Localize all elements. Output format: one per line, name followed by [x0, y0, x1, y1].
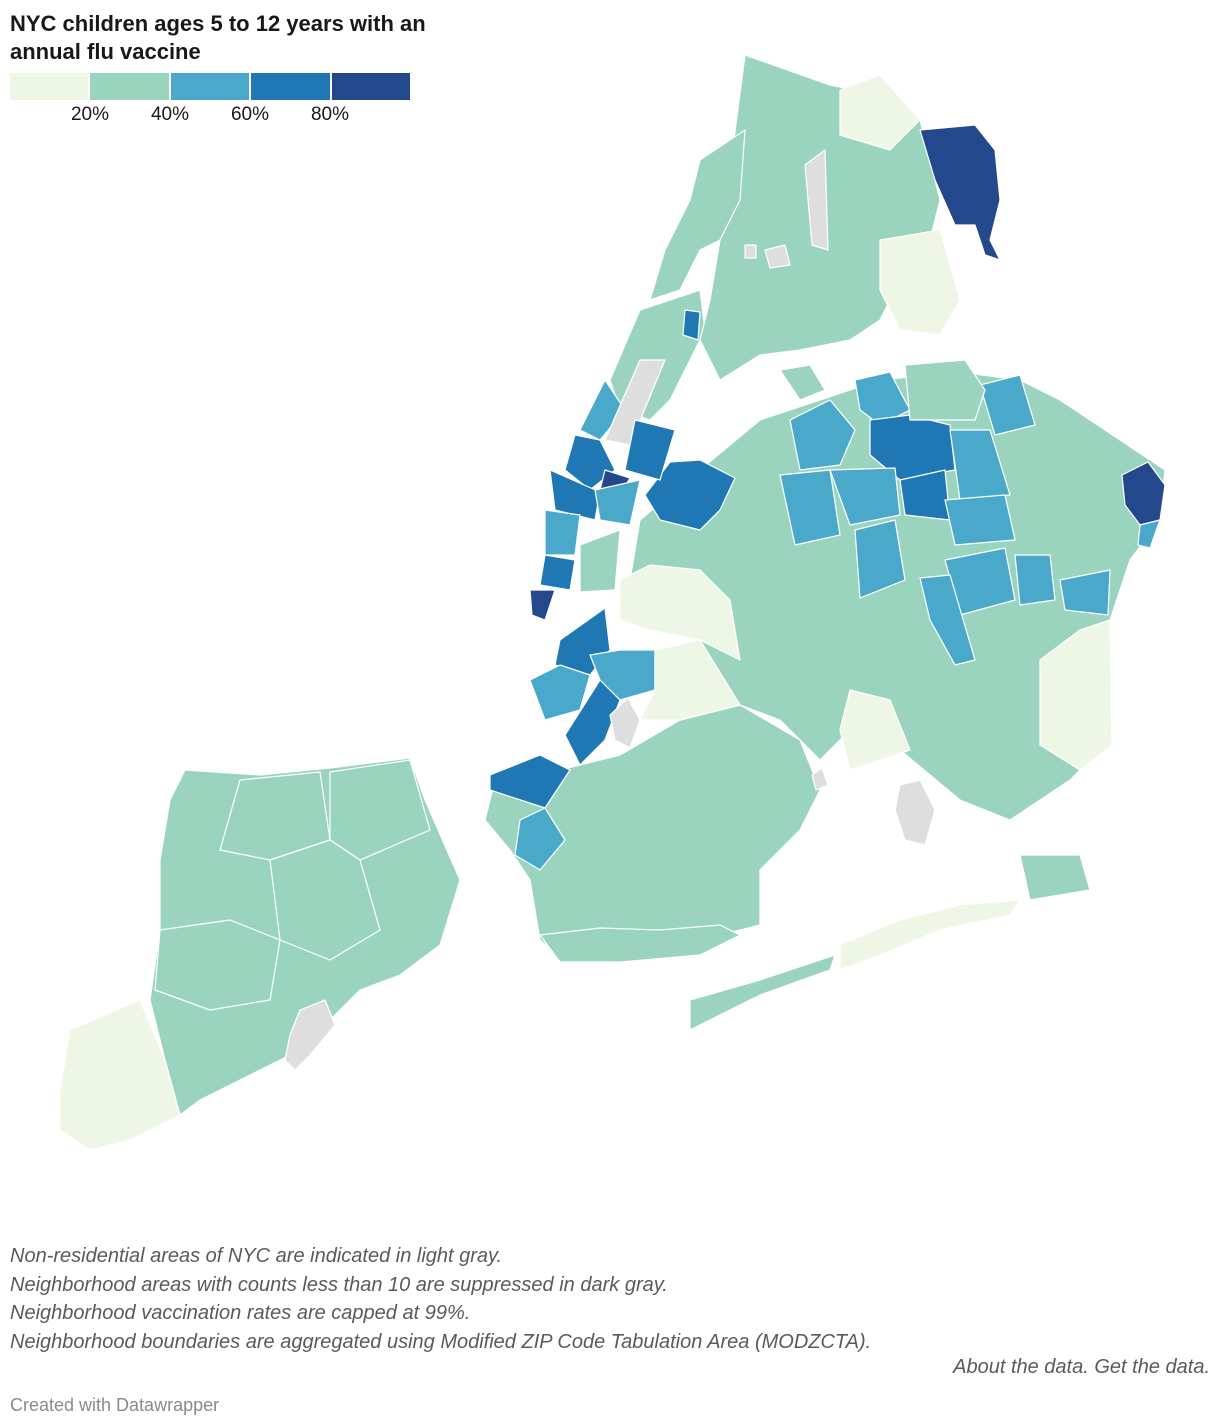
- nyc-choropleth-map: [59, 54, 1166, 1151]
- neighborhood-area[interactable]: [619, 564, 741, 661]
- legend-tick-40: 40%: [150, 104, 190, 125]
- datawrapper-credit[interactable]: Created with Datawrapper: [10, 1395, 220, 1415]
- neighborhood-area[interactable]: [649, 129, 746, 301]
- staten-island: [59, 757, 461, 1151]
- footnote-line: Neighborhood areas with counts less than…: [10, 1273, 668, 1296]
- neighborhood-area[interactable]: [329, 759, 431, 861]
- neighborhood-area[interactable]: [594, 479, 641, 526]
- about-data-link[interactable]: About the data.: [953, 1356, 1089, 1378]
- neighborhood-area[interactable]: [944, 494, 1016, 546]
- neighborhood-area[interactable]: [514, 807, 566, 871]
- neighborhood-area[interactable]: [59, 999, 181, 1151]
- footnote-line: Non-residential areas of NYC are indicat…: [10, 1245, 503, 1267]
- legend-swatch-0-20: [10, 73, 91, 100]
- neighborhood-area[interactable]: [1059, 569, 1111, 616]
- neighborhood-area[interactable]: [919, 124, 1001, 261]
- neighborhood-area[interactable]: [904, 359, 986, 421]
- chart-title: NYC children ages 5 to 12 years with an …: [10, 11, 426, 64]
- footnote-line: Neighborhood vaccination rates are cappe…: [10, 1302, 471, 1324]
- neighborhood-area[interactable]: [779, 364, 826, 401]
- neighborhood-area[interactable]: [829, 467, 901, 526]
- neighborhood-area[interactable]: [579, 529, 621, 593]
- nonresidential-area: [744, 244, 757, 259]
- legend-swatch-20-40: [90, 73, 171, 100]
- neighborhood-area[interactable]: [484, 704, 821, 959]
- neighborhood-area[interactable]: [1014, 554, 1056, 606]
- legend-tick-80: 80%: [310, 104, 350, 125]
- neighborhood-area[interactable]: [529, 589, 556, 621]
- neighborhood-area[interactable]: [1019, 854, 1091, 901]
- neighborhood-area[interactable]: [529, 664, 591, 721]
- brooklyn: [484, 607, 821, 963]
- footnote-line: Neighborhood boundaries are aggregated u…: [10, 1330, 872, 1353]
- legend-tick-60: 60%: [230, 104, 270, 125]
- neighborhood-area[interactable]: [539, 924, 741, 963]
- legend-swatch-80-100: [331, 73, 411, 100]
- neighborhood-area[interactable]: [1137, 519, 1161, 549]
- manhattan: [529, 289, 706, 621]
- neighborhood-area[interactable]: [539, 554, 576, 591]
- nonresidential-area: [894, 779, 936, 846]
- neighborhood-area[interactable]: [839, 899, 1021, 971]
- neighborhood-area[interactable]: [854, 519, 906, 599]
- neighborhood-area[interactable]: [779, 469, 841, 546]
- neighborhood-area[interactable]: [682, 309, 701, 341]
- neighborhood-area[interactable]: [919, 574, 976, 666]
- queens: [619, 364, 1166, 1031]
- footnotes: Non-residential areas of NYC are indicat…: [10, 1242, 1210, 1356]
- legend-tick-20: 20%: [70, 104, 110, 125]
- neighborhood-area[interactable]: [879, 229, 961, 336]
- neighborhood-area[interactable]: [979, 374, 1036, 436]
- neighborhood-area[interactable]: [489, 754, 571, 809]
- neighborhood-area[interactable]: [154, 919, 281, 1011]
- neighborhood-area[interactable]: [644, 459, 736, 531]
- neighborhood-area[interactable]: [624, 419, 676, 481]
- neighborhood-area[interactable]: [689, 954, 836, 1031]
- bronx: [649, 54, 1001, 421]
- neighborhood-area[interactable]: [839, 74, 921, 151]
- legend-swatch-60-80: [251, 73, 332, 100]
- neighborhood-area[interactable]: [789, 399, 856, 471]
- neighborhood-area[interactable]: [544, 509, 581, 556]
- legend-swatch-40-60: [170, 73, 252, 100]
- nonresidential-area: [764, 244, 791, 269]
- nonresidential-area: [804, 149, 829, 251]
- neighborhood-area[interactable]: [839, 689, 911, 771]
- color-legend: 20% 40% 60% 80%: [10, 73, 411, 133]
- nonresidential-area: [811, 767, 829, 791]
- nonresidential-area: [609, 697, 641, 749]
- get-data-link[interactable]: Get the data.: [1094, 1356, 1210, 1378]
- nonresidential-area: [284, 999, 336, 1071]
- neighborhood-area[interactable]: [949, 429, 1011, 501]
- legend-bar: [10, 73, 411, 100]
- neighborhood-area[interactable]: [1039, 619, 1113, 771]
- data-links: About the data. Get the data.: [953, 1356, 1210, 1379]
- neighborhood-area[interactable]: [549, 469, 601, 521]
